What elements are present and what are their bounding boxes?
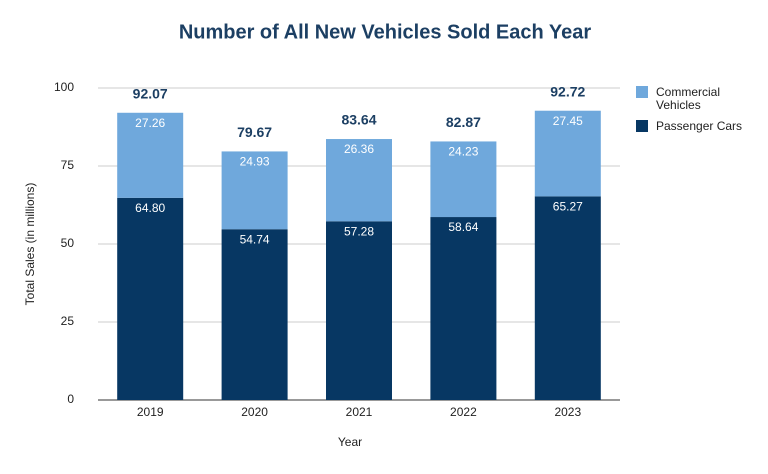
chart-title: Number of All New Vehicles Sold Each Yea… — [179, 21, 592, 43]
value-label: 65.27 — [553, 200, 583, 214]
x-tick-label: 2022 — [450, 405, 477, 419]
legend-label: Commercial Vehicles — [656, 85, 721, 112]
bar-segment — [117, 197, 184, 400]
value-label: 64.80 — [135, 201, 165, 215]
bar-segment — [326, 139, 392, 222]
total-label: 92.72 — [550, 83, 585, 99]
total-label: 92.07 — [133, 85, 168, 101]
y-tick-label: 50 — [61, 236, 75, 250]
value-label: 58.64 — [448, 220, 478, 234]
x-axis-label: Year — [338, 435, 362, 449]
bar-segment — [221, 151, 288, 230]
value-label: 54.74 — [240, 232, 270, 246]
y-tick-label: 25 — [61, 314, 75, 328]
legend-item: Passenger Cars — [636, 120, 756, 133]
value-label: 57.28 — [344, 224, 374, 238]
bar-segment — [534, 110, 601, 197]
bar-segment — [430, 141, 497, 218]
x-tick-label: 2020 — [241, 405, 268, 419]
total-label: 83.64 — [341, 112, 376, 128]
value-label: 27.45 — [553, 114, 583, 128]
legend-swatch — [636, 86, 648, 98]
legend-item: Commercial Vehicles — [636, 86, 756, 112]
total-label: 82.87 — [446, 114, 481, 130]
bar-segment — [430, 217, 497, 400]
value-label: 26.36 — [344, 142, 374, 156]
legend-swatch — [636, 120, 648, 132]
bar-segment — [117, 112, 184, 198]
value-label: 27.26 — [135, 116, 165, 130]
y-tick-label: 0 — [67, 392, 74, 406]
value-label: 24.93 — [240, 155, 270, 169]
bar-segment — [534, 196, 601, 400]
legend-label: Passenger Cars — [656, 119, 743, 133]
x-tick-label: 2023 — [554, 405, 581, 419]
y-tick-label: 75 — [61, 158, 75, 172]
total-label: 79.67 — [237, 124, 272, 140]
y-tick-label: 100 — [54, 80, 74, 94]
bar-segment — [221, 229, 288, 400]
x-tick-label: 2019 — [137, 405, 164, 419]
y-axis-label: Total Sales (in millions) — [23, 183, 37, 306]
bar-segment — [326, 221, 392, 400]
x-tick-label: 2021 — [346, 405, 373, 419]
value-label: 24.23 — [448, 145, 478, 159]
